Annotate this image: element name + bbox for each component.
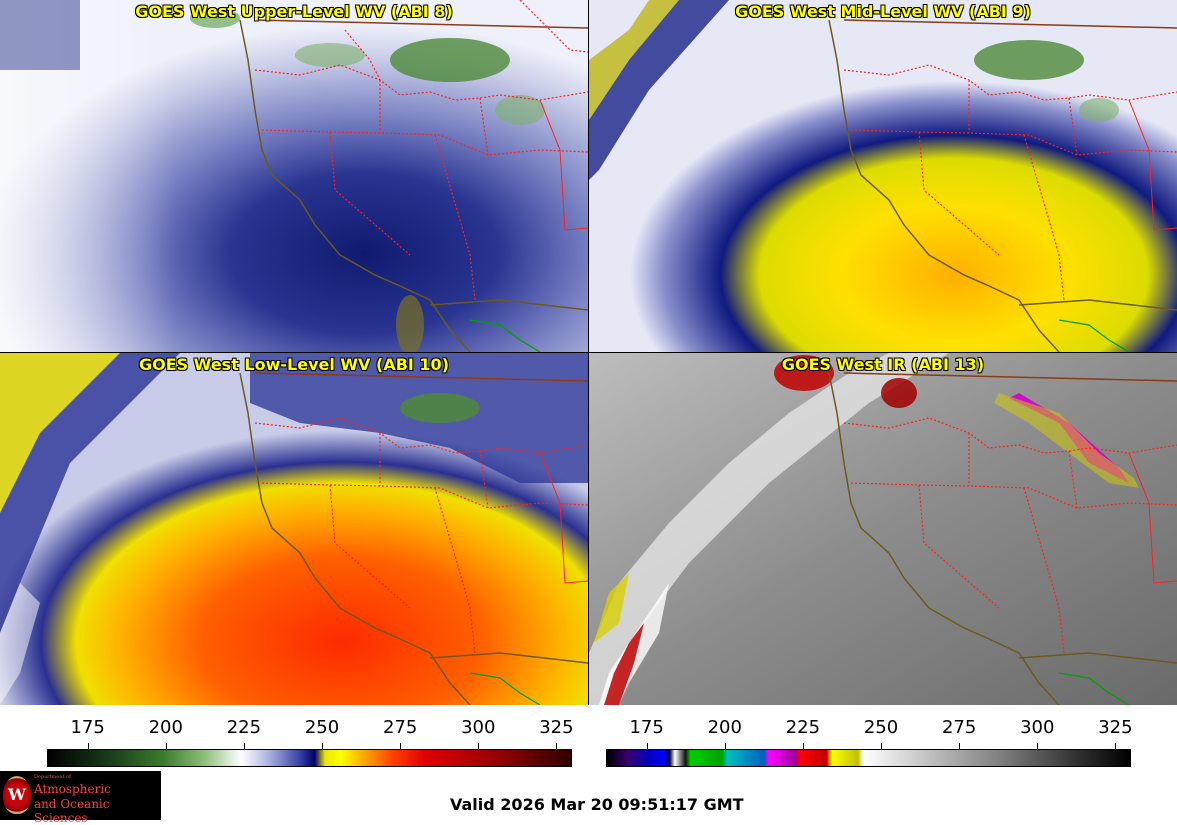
panel-divider-horizontal	[0, 352, 1177, 353]
tick-label: 275	[382, 717, 418, 738]
logo-line2: and Oceanic Sciences	[34, 797, 110, 825]
tick-mark	[959, 743, 961, 749]
low-level-wv-panel: GOES West Low-Level WV (ABI 10)	[0, 353, 588, 705]
tick-mark	[556, 743, 558, 749]
ir-colorbar-gradient	[606, 749, 1131, 767]
ir-image	[589, 353, 1177, 705]
logo-line1: Atmospheric	[34, 782, 111, 796]
ir-colorbar-ticks: 175 200 225 250 275 300 325	[606, 713, 1133, 739]
tick-mark	[1115, 743, 1117, 749]
mid-level-wv-panel: GOES West Mid-Level WV (ABI 9)	[589, 0, 1177, 352]
logo-department-text: Department of	[34, 774, 71, 780]
panel-title: GOES West Low-Level WV (ABI 10)	[138, 355, 449, 374]
ir-colorbar: 175 200 225 250 275 300 325	[606, 713, 1133, 769]
tick-mark	[802, 743, 804, 749]
wv-colorbar: 175 200 225 250 275 300 325	[47, 713, 574, 769]
tick-label: 200	[148, 717, 183, 738]
tick-mark	[724, 743, 726, 749]
upper-level-wv-image	[0, 0, 588, 352]
tick-label: 325	[1098, 717, 1133, 738]
tick-mark	[165, 743, 167, 749]
tick-label: 225	[226, 717, 262, 738]
tick-label: 225	[785, 717, 821, 738]
mid-level-wv-image	[589, 0, 1177, 352]
tick-label: 200	[707, 717, 742, 738]
tick-mark	[646, 743, 648, 749]
panel-title: GOES West Mid-Level WV (ABI 9)	[735, 2, 1031, 21]
tick-label: 175	[70, 717, 105, 738]
panel-title: GOES West IR (ABI 13)	[781, 355, 985, 374]
tick-label: 300	[461, 717, 496, 738]
upper-level-wv-panel: GOES West Upper-Level WV (ABI 8)	[0, 0, 588, 352]
tick-mark	[1037, 743, 1039, 749]
low-level-wv-image	[0, 353, 588, 705]
tick-label: 175	[629, 717, 664, 738]
wv-colorbar-ticks: 175 200 225 250 275 300 325	[47, 713, 574, 739]
tick-mark	[478, 743, 480, 749]
tick-label: 300	[1020, 717, 1055, 738]
uw-seal-icon: W	[3, 776, 31, 814]
tick-mark	[881, 743, 882, 749]
tick-mark	[322, 743, 323, 749]
tick-label: 275	[941, 717, 977, 738]
panel-title: GOES West Upper-Level WV (ABI 8)	[135, 2, 453, 21]
tick-label: 250	[863, 717, 899, 738]
aos-logo: W Department of Atmospheric and Oceanic …	[0, 771, 161, 825]
tick-mark	[243, 743, 245, 749]
wv-colorbar-gradient	[47, 749, 572, 767]
valid-time: Valid 2026 Mar 20 09:51:17 GMT	[450, 795, 744, 814]
tick-mark	[400, 743, 402, 749]
tick-mark	[87, 743, 89, 749]
ir-panel: GOES West IR (ABI 13)	[589, 353, 1177, 705]
tick-label: 325	[539, 717, 574, 738]
tick-label: 250	[304, 717, 340, 738]
